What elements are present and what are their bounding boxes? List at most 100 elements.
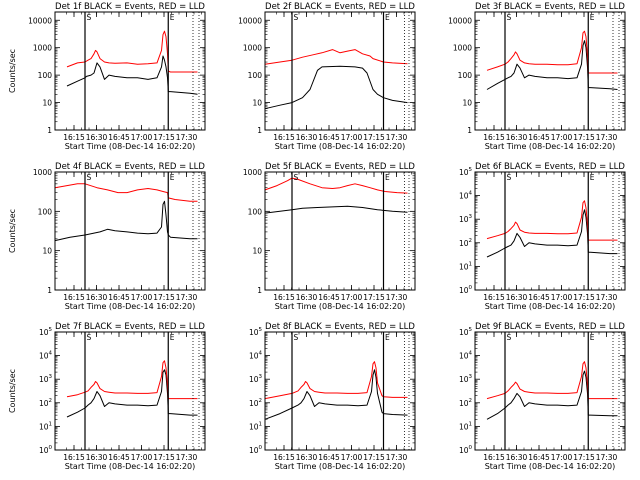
y-tick-label: 1000: [33, 44, 52, 53]
x-tick-label: 16:15: [483, 133, 505, 142]
series-line-events: [486, 40, 618, 90]
y-tick-label: 10: [462, 99, 472, 108]
y-tick-label: 101: [459, 421, 472, 431]
x-tick-label: 16:45: [318, 453, 340, 462]
x-tick-label: 17:00: [551, 293, 573, 302]
y-tick-label: 1: [47, 286, 52, 295]
x-tick-label: 16:30: [506, 293, 528, 302]
x-tick-label: 17:15: [363, 293, 385, 302]
series-line-lld: [264, 361, 408, 400]
x-tick-label: 17:30: [176, 293, 198, 302]
y-tick-label: 102: [39, 398, 52, 408]
x-tick-label: 17:00: [131, 293, 153, 302]
x-tick-label: 16:15: [273, 133, 295, 142]
y-tick-label: 100: [249, 445, 263, 455]
y-axis-label: Counts/sec: [8, 49, 17, 93]
interval-marker-label: E: [385, 13, 390, 22]
series-line-events: [66, 369, 198, 418]
y-tick-label: 10: [42, 99, 52, 108]
y-tick-label: 1: [467, 126, 472, 135]
y-tick-label: 100: [458, 71, 473, 80]
y-tick-label: 1000: [453, 44, 472, 53]
x-tick-label: 17:30: [386, 133, 408, 142]
y-tick-label: 105: [39, 327, 53, 337]
x-tick-label: 16:30: [506, 133, 528, 142]
x-tick-label: 17:30: [596, 293, 618, 302]
x-axis-label: Start Time (08-Dec-14 16:02:20): [275, 142, 406, 151]
interval-marker-label: E: [385, 173, 390, 182]
y-tick-label: 102: [459, 398, 472, 408]
x-tick-label: 17:15: [573, 293, 595, 302]
interval-marker-label: S: [507, 333, 512, 342]
series-line-lld: [54, 183, 198, 202]
x-tick-label: 17:15: [363, 453, 385, 462]
y-tick-label: 100: [38, 71, 53, 80]
x-tick-label: 17:30: [386, 293, 408, 302]
x-tick-label: 17:00: [341, 133, 363, 142]
panel-title: Det 8f BLACK = Events, RED = LLD: [265, 322, 415, 332]
interval-marker-label: E: [170, 13, 175, 22]
y-tick-label: 100: [459, 285, 473, 295]
y-tick-label: 100: [248, 71, 263, 80]
x-tick-label: 16:15: [63, 453, 85, 462]
series-line-events: [264, 65, 408, 110]
y-tick-label: 1: [47, 126, 52, 135]
y-tick-label: 100: [39, 445, 53, 455]
interval-marker-label: S: [507, 13, 512, 22]
x-tick-label: 16:30: [506, 453, 528, 462]
plot-frame: [264, 171, 416, 291]
series-line-lld: [264, 49, 408, 65]
x-tick-label: 16:30: [296, 453, 318, 462]
series-line-lld: [486, 361, 618, 400]
plot-frame: [54, 331, 206, 451]
x-tick-label: 17:15: [573, 453, 595, 462]
y-tick-label: 10000: [28, 16, 52, 25]
x-axis-label: Start Time (08-Dec-14 16:02:20): [485, 302, 616, 311]
x-tick-label: 16:15: [63, 133, 85, 142]
interval-marker-label: S: [87, 13, 92, 22]
interval-marker-label: E: [170, 333, 175, 342]
panel-det-9: Det 9f BLACK = Events, RED = LLD 100 101 10…: [459, 322, 626, 471]
y-tick-label: 10: [42, 247, 52, 256]
y-tick-label: 101: [39, 421, 52, 431]
x-tick-label: 16:30: [86, 293, 108, 302]
x-tick-label: 17:00: [551, 453, 573, 462]
x-axis-label: Start Time (08-Dec-14 16:02:20): [65, 302, 196, 311]
panel-det-4: Det 4f BLACK = Events, RED = LLD 1 10 100 10…: [8, 162, 206, 311]
interval-marker-label: S: [87, 333, 92, 342]
panel-det-2: Det 2f BLACK = Events, RED = LLD 1 10 100 10…: [238, 2, 416, 151]
panel-title: Det 7f BLACK = Events, RED = LLD: [55, 322, 205, 332]
interval-marker-label: S: [87, 173, 92, 182]
x-axis-label: Start Time (08-Dec-14 16:02:20): [65, 462, 196, 471]
y-tick-label: 103: [249, 374, 263, 384]
panel-det-1: Det 1f BLACK = Events, RED = LLD 1 10 100 10…: [8, 2, 206, 151]
plot-frame: [264, 331, 416, 451]
x-axis-label: Start Time (08-Dec-14 16:02:20): [65, 142, 196, 151]
y-tick-label: 1000: [243, 168, 262, 177]
x-axis-label: Start Time (08-Dec-14 16:02:20): [485, 142, 616, 151]
interval-marker-label: S: [294, 173, 299, 182]
panel-det-7: Det 7f BLACK = Events, RED = LLD 100 101 10…: [8, 322, 206, 471]
y-tick-label: 105: [459, 167, 473, 177]
x-tick-label: 17:15: [153, 133, 175, 142]
x-tick-label: 16:15: [483, 453, 505, 462]
interval-marker-label: E: [170, 173, 175, 182]
panel-title: Det 2f BLACK = Events, RED = LLD: [265, 2, 415, 12]
y-tick-label: 1000: [33, 168, 52, 177]
interval-marker-label: S: [507, 173, 512, 182]
x-tick-label: 16:45: [108, 133, 130, 142]
y-tick-label: 104: [459, 351, 473, 361]
panel-det-6: Det 6f BLACK = Events, RED = LLD 100 101 10…: [459, 162, 626, 311]
x-tick-label: 16:15: [483, 293, 505, 302]
x-tick-label: 16:15: [273, 453, 295, 462]
x-tick-label: 17:00: [131, 133, 153, 142]
y-tick-label: 104: [459, 191, 473, 201]
x-tick-label: 17:30: [596, 453, 618, 462]
y-axis-label: Counts/sec: [8, 369, 17, 413]
x-tick-label: 17:15: [153, 293, 175, 302]
panel-det-5: Det 5f BLACK = Events, RED = LLD 1 10 100 10…: [243, 162, 416, 311]
y-tick-label: 10000: [448, 16, 472, 25]
x-tick-label: 16:30: [296, 133, 318, 142]
series-line-lld: [264, 177, 408, 194]
y-tick-label: 101: [459, 261, 472, 271]
